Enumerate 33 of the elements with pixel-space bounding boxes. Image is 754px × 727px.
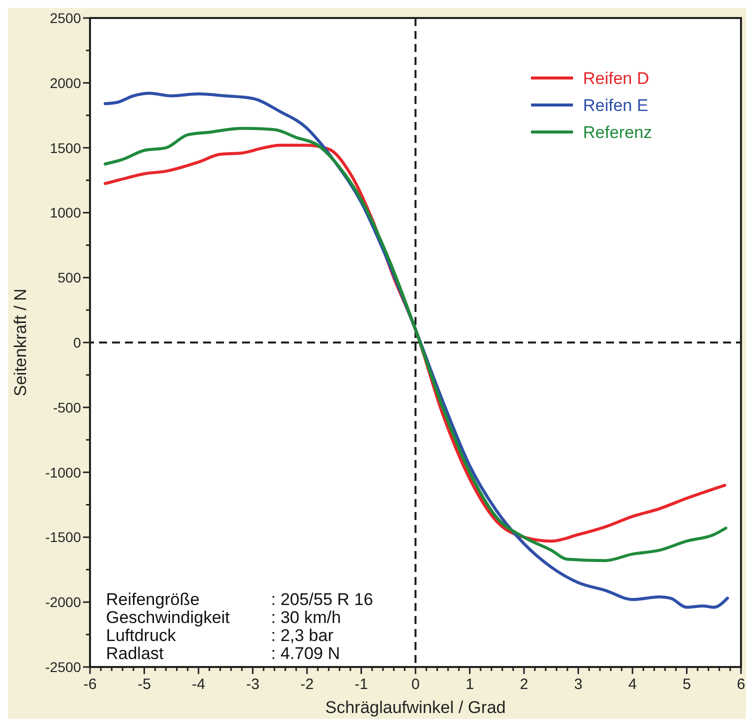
legend-label: Referenz	[583, 123, 652, 142]
x-tick-label: 4	[628, 676, 637, 693]
x-tick-label: 5	[682, 676, 691, 693]
legend-label: Reifen E	[583, 96, 648, 115]
text: Radlast : 4.709 N	[106, 644, 340, 663]
y-tick-label: -2000	[45, 594, 82, 610]
text: Geschwindigkeit : 30 km/h	[106, 608, 341, 627]
x-tick-label: -1	[354, 676, 368, 693]
y-tick-label: -2500	[45, 659, 82, 675]
text: Luftdruck : 2,3 bar	[106, 626, 334, 645]
y-tick-label: 2000	[50, 74, 82, 91]
y-tick-label: 2500	[50, 10, 82, 26]
x-tick-label: -4	[192, 676, 206, 693]
x-tick-label: 1	[466, 676, 474, 693]
x-tick-label: 2	[520, 676, 528, 693]
x-tick-label: 0	[411, 676, 420, 693]
y-tick-label: 500	[58, 270, 82, 286]
x-tick-label: -5	[138, 676, 151, 693]
y-tick-label: -500	[52, 399, 82, 416]
text: Reifengröße : 205/55 R 16	[106, 590, 374, 609]
y-tick-label: 1500	[50, 140, 82, 156]
y-tick-label: -1500	[45, 529, 82, 546]
y-tick-label: 0	[73, 334, 82, 350]
x-tick-label: 6	[736, 676, 746, 693]
y-axis-title: Seitenkraft / N	[11, 288, 30, 396]
x-tick-label: -6	[83, 676, 97, 693]
x-tick-label: -2	[300, 676, 314, 693]
x-tick-label: -3	[246, 676, 260, 693]
legend-label: Reifen D	[583, 69, 650, 88]
y-tick-label: -1000	[45, 464, 82, 480]
x-axis-title: Schräglaufwinkel / Grad	[325, 698, 506, 717]
y-tick-label: 1000	[50, 204, 82, 221]
x-tick-label: 3	[574, 676, 582, 693]
